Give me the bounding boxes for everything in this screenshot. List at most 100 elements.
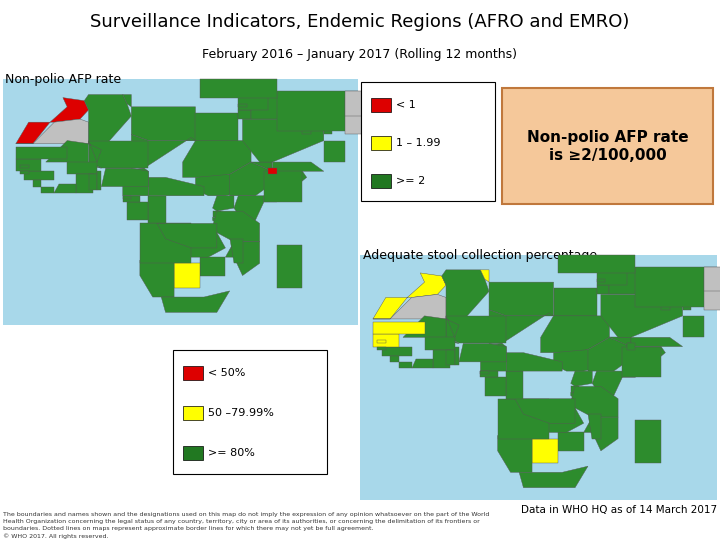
Polygon shape [122, 168, 148, 196]
Bar [183, 446, 203, 460]
Polygon shape [345, 98, 410, 134]
Polygon shape [571, 387, 580, 393]
Polygon shape [302, 125, 307, 129]
Polygon shape [161, 291, 230, 312]
Polygon shape [622, 347, 665, 377]
Polygon shape [199, 79, 276, 98]
Polygon shape [46, 140, 102, 168]
Polygon shape [541, 316, 609, 353]
Polygon shape [412, 359, 433, 368]
Polygon shape [140, 224, 192, 264]
Polygon shape [506, 371, 523, 399]
Polygon shape [382, 347, 412, 356]
Polygon shape [390, 356, 399, 362]
Polygon shape [554, 349, 597, 371]
Polygon shape [683, 316, 704, 338]
Text: Non-polio AFP rate
is ≥2/100,000: Non-polio AFP rate is ≥2/100,000 [527, 130, 688, 163]
Polygon shape [20, 171, 29, 174]
Polygon shape [345, 91, 410, 116]
Polygon shape [601, 294, 683, 338]
Polygon shape [425, 338, 454, 349]
Polygon shape [571, 371, 593, 387]
Polygon shape [541, 408, 584, 433]
Polygon shape [609, 270, 652, 294]
Polygon shape [16, 159, 42, 171]
Polygon shape [268, 168, 276, 174]
Polygon shape [480, 371, 498, 377]
Polygon shape [122, 196, 131, 199]
Polygon shape [498, 399, 549, 438]
FancyBboxPatch shape [361, 82, 495, 201]
Polygon shape [704, 273, 720, 310]
Polygon shape [584, 417, 618, 451]
Polygon shape [635, 420, 661, 463]
Polygon shape [212, 211, 221, 217]
Polygon shape [238, 94, 268, 110]
Polygon shape [635, 267, 717, 307]
Text: Surveillance Indicators, Endemic Regions (AFRO and EMRO): Surveillance Indicators, Endemic Regions… [90, 14, 630, 31]
Polygon shape [195, 174, 238, 196]
Polygon shape [661, 303, 670, 310]
Polygon shape [243, 119, 324, 162]
Polygon shape [302, 129, 311, 134]
Polygon shape [97, 171, 102, 190]
Polygon shape [373, 273, 446, 319]
Text: < 1: < 1 [396, 100, 415, 110]
Polygon shape [195, 113, 238, 140]
Polygon shape [289, 116, 298, 122]
Polygon shape [234, 196, 264, 220]
Polygon shape [268, 171, 272, 174]
Polygon shape [571, 393, 580, 399]
Polygon shape [459, 343, 506, 362]
Polygon shape [506, 353, 562, 371]
Polygon shape [489, 282, 554, 316]
Polygon shape [122, 94, 131, 107]
Polygon shape [238, 104, 247, 107]
Text: Adequate stool collection percentage: Adequate stool collection percentage [363, 248, 597, 261]
Polygon shape [377, 347, 386, 349]
Text: 1 – 1.99: 1 – 1.99 [396, 138, 441, 149]
Polygon shape [24, 171, 54, 180]
Polygon shape [403, 316, 459, 343]
Polygon shape [276, 245, 302, 288]
Polygon shape [454, 347, 459, 365]
Polygon shape [230, 239, 243, 264]
Bar [371, 98, 391, 112]
FancyBboxPatch shape [173, 350, 327, 474]
Polygon shape [480, 343, 506, 371]
Polygon shape [148, 177, 204, 196]
Polygon shape [558, 433, 584, 451]
Polygon shape [183, 233, 225, 257]
Text: The boundaries and names shown and the designations used on this map do not impl: The boundaries and names shown and the d… [3, 512, 490, 539]
Polygon shape [33, 180, 42, 187]
Polygon shape [377, 340, 386, 343]
Polygon shape [399, 362, 412, 368]
Polygon shape [251, 94, 294, 119]
Bar [183, 366, 203, 380]
Polygon shape [251, 162, 272, 171]
Polygon shape [622, 347, 661, 377]
Polygon shape [16, 98, 89, 144]
Polygon shape [131, 107, 195, 140]
Polygon shape [704, 267, 720, 291]
Polygon shape [489, 310, 554, 343]
Polygon shape [373, 322, 425, 334]
Polygon shape [16, 147, 67, 159]
Polygon shape [230, 162, 272, 196]
Polygon shape [212, 196, 234, 211]
Polygon shape [446, 316, 506, 343]
Polygon shape [571, 387, 618, 417]
Polygon shape [20, 165, 29, 168]
Polygon shape [558, 254, 635, 273]
Polygon shape [373, 334, 399, 347]
Polygon shape [597, 285, 609, 294]
Polygon shape [480, 270, 489, 282]
Polygon shape [631, 338, 683, 347]
Polygon shape [593, 371, 622, 396]
Polygon shape [225, 242, 260, 275]
Polygon shape [519, 466, 588, 488]
Polygon shape [157, 224, 217, 248]
Polygon shape [324, 129, 333, 134]
Polygon shape [446, 349, 454, 365]
Polygon shape [272, 162, 324, 171]
